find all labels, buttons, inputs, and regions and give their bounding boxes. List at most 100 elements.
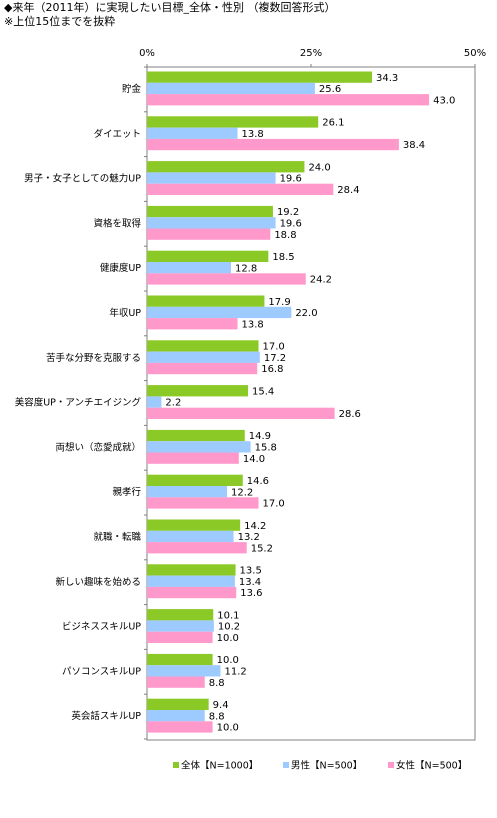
data-label: 13.6: [240, 588, 262, 599]
data-label: 10.2: [218, 622, 240, 633]
category-label: 英会話スキルUP: [71, 710, 141, 722]
category-label: 両想い（恋愛成就）: [55, 441, 141, 453]
bar: [147, 609, 214, 621]
data-label: 10.0: [217, 633, 239, 644]
bar: [147, 530, 234, 543]
data-label: 34.3: [376, 73, 398, 84]
bar: [147, 407, 335, 419]
data-label: 13.4: [239, 577, 261, 588]
data-label: 19.2: [277, 207, 299, 218]
bar: [147, 620, 214, 632]
bar: [147, 262, 231, 274]
data-label: 19.6: [280, 174, 302, 185]
bar: [147, 542, 247, 554]
bar: [147, 71, 373, 83]
category-label: 新しい趣味を始める: [55, 576, 141, 588]
bar: [147, 362, 258, 375]
bar: [147, 519, 241, 531]
data-label: 13.8: [242, 129, 264, 140]
data-label: 22.0: [295, 308, 317, 319]
data-label: 16.8: [261, 364, 283, 375]
data-label: 19.6: [280, 219, 302, 230]
data-label: 17.2: [264, 353, 286, 364]
data-label: 38.4: [403, 140, 425, 151]
legend-swatch: [283, 762, 289, 768]
bar: [147, 486, 228, 498]
bar: [147, 94, 430, 106]
category-label: パソコンスキルUP: [62, 666, 141, 677]
bar: [147, 172, 276, 184]
x-tick-label: 25%: [300, 48, 322, 59]
data-label: 15.8: [255, 443, 277, 454]
bar: [147, 631, 213, 643]
x-tick-label: 0%: [139, 48, 155, 59]
data-label: 15.4: [252, 386, 274, 397]
bar: [147, 116, 319, 128]
data-label: 14.2: [244, 521, 266, 532]
bar: [147, 452, 239, 464]
bar: [147, 665, 221, 677]
bar: [147, 385, 249, 397]
bar: [147, 273, 306, 285]
data-label: 13.8: [242, 319, 264, 330]
bar: [147, 564, 236, 576]
bar: [147, 127, 238, 139]
data-label: 9.4: [213, 700, 229, 711]
bar: [147, 217, 276, 229]
bar: [147, 710, 205, 722]
data-label: 25.6: [319, 84, 341, 95]
data-label: 10.0: [217, 655, 239, 666]
bar: [147, 441, 251, 453]
bar: [147, 497, 259, 509]
data-label: 28.6: [339, 409, 361, 420]
bar: [147, 205, 273, 218]
bar: [147, 575, 235, 587]
bar: [147, 138, 399, 151]
data-label: 17.9: [268, 297, 290, 308]
data-label: 8.8: [209, 678, 225, 689]
data-label: 17.0: [263, 342, 285, 353]
data-label: 2.2: [165, 398, 181, 409]
category-label: 貯金: [122, 83, 142, 95]
chart-title: ◆来年（2011年）に実現したい目標_全体・性別 （複数回答形式）: [4, 1, 336, 14]
data-label: 26.1: [322, 118, 344, 129]
chart-note: ※上位15位までを抜粋: [4, 15, 116, 28]
data-label: 13.2: [238, 532, 260, 543]
category-label: 男子・女子としての魅力UP: [24, 173, 141, 185]
data-label: 24.2: [310, 275, 332, 286]
category-label: 苦手な分野を克服する: [46, 352, 141, 364]
bar: [147, 161, 305, 173]
legend-swatch: [173, 762, 179, 768]
bar: [147, 250, 269, 262]
data-label: 8.8: [209, 711, 225, 722]
bar: [147, 698, 209, 710]
data-label: 18.5: [272, 252, 294, 263]
legend-label: 全体【N=1000】: [181, 760, 258, 772]
bar: [147, 474, 243, 486]
category-label: 資格を取得: [93, 217, 141, 229]
legend-swatch: [388, 762, 394, 768]
bar: [147, 340, 259, 352]
data-label: 15.2: [251, 543, 273, 554]
legend-label: 男性【N=500】: [291, 760, 362, 772]
data-label: 17.0: [263, 499, 285, 510]
category-label: 美容度UP・アンチエイジング: [15, 397, 142, 409]
data-label: 10.1: [217, 610, 239, 621]
category-label: 親孝行: [112, 486, 141, 498]
bar: [147, 586, 237, 599]
category-label: 健康度UP: [100, 262, 141, 274]
data-label: 11.2: [224, 667, 246, 678]
data-label: 14.9: [249, 431, 271, 442]
category-label: 年収UP: [109, 307, 141, 319]
data-label: 43.0: [433, 95, 455, 106]
data-label: 12.2: [231, 487, 253, 498]
bar: [147, 228, 271, 240]
bar: [147, 396, 162, 408]
data-label: 14.0: [243, 454, 265, 465]
category-label: ビジネススキルUP: [62, 622, 141, 633]
legend-label: 女性【N=500】: [396, 760, 467, 772]
bar: [147, 429, 245, 442]
x-tick-label: 50%: [464, 48, 486, 59]
bar: [147, 306, 292, 319]
category-label: ダイエット: [94, 128, 141, 140]
